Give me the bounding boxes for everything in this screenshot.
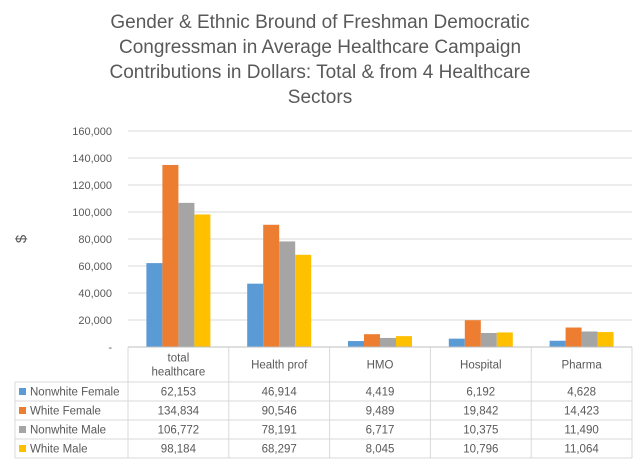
bar-white-female [263,224,280,347]
legend-label: White Female [30,406,101,418]
data-label: 98,184 [161,444,197,456]
bar-white-female [565,327,582,347]
bar-nonwhite-male [279,241,296,347]
y-tick-label: 140,000 [72,153,112,165]
bar-white-female [162,164,179,347]
data-label: 9,489 [366,406,395,418]
bar-white-male [496,332,513,347]
data-label: 6,192 [466,387,495,399]
x-tick-label: Health prof [251,360,308,372]
data-label: 14,423 [564,406,599,418]
data-label: 78,191 [262,425,297,437]
bar-nonwhite-male [380,337,396,347]
legend-key-white-female [19,407,26,414]
data-label: 4,628 [567,387,596,399]
y-tick-label: 120,000 [72,180,112,192]
data-label: 46,914 [262,387,298,399]
bar-white-female [364,334,380,347]
data-label: 19,842 [463,406,498,418]
y-axis-label: $ [13,234,30,243]
chart-title-line: Congressman in Average Healthcare Campai… [118,37,522,58]
data-label: 11,064 [564,444,599,456]
y-tick-label: 40,000 [78,288,112,300]
bar-nonwhite-female [348,341,364,347]
bar-white-male [194,214,211,347]
y-tick-label: 60,000 [78,261,112,273]
data-label: 62,153 [161,387,196,399]
data-label: 106,772 [158,425,200,437]
chart-title-line: Sectors [287,87,353,108]
y-tick-label: 20,000 [78,315,112,327]
bar-white-male [597,332,614,347]
data-label: 134,834 [158,406,200,418]
legend-key-white-male [19,445,26,452]
chart-title-line: Gender & Ethnic Bround of Freshman Democ… [110,12,530,33]
bar-nonwhite-male [581,331,598,347]
x-tick-label: Hospital [460,360,502,372]
x-tick-label: total [168,353,190,365]
y-tick-label: 100,000 [72,207,112,219]
data-label: 68,297 [262,444,297,456]
y-tick-label: 160,000 [72,126,112,138]
y-tick-label: - [108,342,112,354]
legend-label: White Male [30,444,88,456]
x-tick-label: Pharma [561,360,602,372]
chart-title: Gender & Ethnic Bround of Freshman Democ… [40,10,600,110]
x-tick-label: healthcare [152,367,206,379]
bar-nonwhite-female [549,340,566,347]
legend-key-nonwhite-female [19,388,26,395]
bar-nonwhite-female [448,338,465,347]
data-label: 90,546 [262,406,297,418]
legend-label: Nonwhite Male [30,425,106,437]
bar-white-male [396,336,412,347]
data-label: 11,490 [564,425,598,437]
data-label: 8,045 [366,444,395,456]
y-tick-label: 80,000 [78,234,112,246]
bar-nonwhite-female [146,263,163,347]
chart-title-line: Contributions in Dollars: Total & from 4… [109,62,531,83]
bar-nonwhite-male [178,202,195,347]
data-label: 4,419 [366,387,395,399]
bar-nonwhite-female [247,283,264,347]
data-label: 10,796 [463,444,498,456]
bar-nonwhite-male [480,332,497,347]
data-label: 10,375 [463,425,498,437]
data-label: 6,717 [366,425,395,437]
legend-label: Nonwhite Female [30,387,119,399]
x-tick-label: HMO [367,360,394,372]
legend-key-nonwhite-male [19,426,26,433]
bar-white-male [295,254,312,347]
bar-white-female [464,320,481,347]
